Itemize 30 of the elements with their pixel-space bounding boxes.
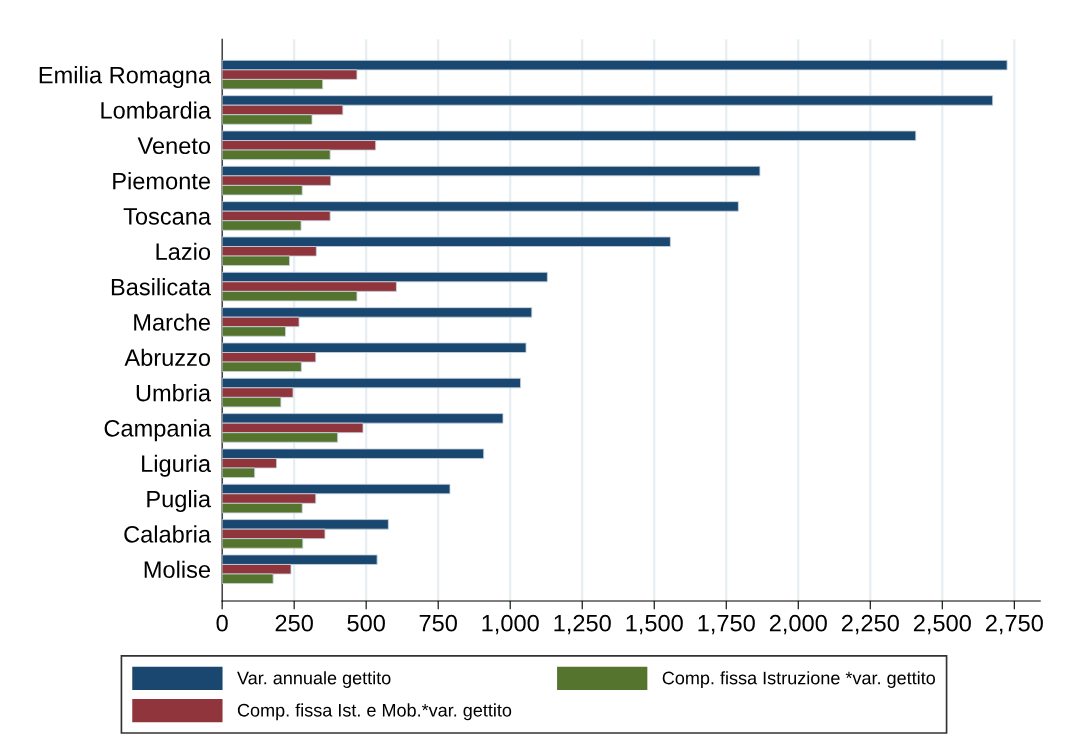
legend-label: Comp. fissa Ist. e Mob.*var. gettito [237, 703, 512, 721]
y-tick-label: Liguria [142, 454, 212, 477]
y-tick-label: Basilicata [111, 278, 212, 296]
x-tick-label: 1,000 [482, 614, 539, 635]
x-tick-label: 1,750 [698, 614, 755, 635]
y-tick-label: Emilia Romagna [39, 66, 212, 89]
x-tick-label: 2,500 [913, 614, 971, 635]
legend-label: Comp. fissa Istruzione *var. gettito [662, 671, 935, 688]
y-tick-label: Molise [144, 560, 210, 579]
x-tick-label: 1,250 [554, 614, 611, 635]
y-tick-label: Puglia [147, 490, 212, 513]
y-tick-label: Umbria [136, 384, 212, 402]
x-tick-label: 2,000 [769, 614, 827, 635]
y-tick-label: Lombardia [101, 101, 212, 119]
x-tick-label: 2,750 [985, 614, 1043, 635]
y-tick-label: Toscana [123, 208, 212, 225]
x-tick-label: 0 [216, 614, 228, 632]
legend-label: Var. annuale gettito [237, 671, 391, 688]
y-tick-label: Marche [134, 313, 210, 331]
y-tick-label: Veneto [137, 137, 211, 155]
x-tick-label: 2,250 [841, 614, 899, 635]
x-tick-label: 750 [419, 614, 457, 632]
x-tick-label: 250 [275, 614, 313, 632]
x-tick-label: 1,500 [626, 614, 683, 635]
x-tick-label: 500 [347, 614, 385, 632]
y-tick-label: Campania [104, 419, 212, 442]
y-tick-label: Abruzzo [124, 348, 211, 367]
y-tick-label: Calabria [124, 525, 212, 543]
y-tick-label: Piemonte [113, 172, 210, 190]
y-tick-label: Lazio [156, 242, 211, 261]
